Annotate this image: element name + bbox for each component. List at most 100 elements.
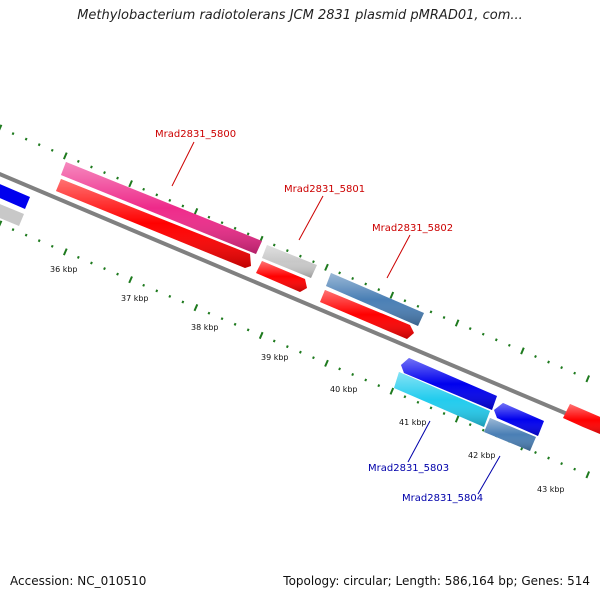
minor-tick <box>573 371 577 375</box>
minor-tick <box>24 137 28 141</box>
gene-blue-left[interactable] <box>0 182 30 209</box>
minor-tick <box>351 277 355 280</box>
minor-tick <box>142 283 146 287</box>
leader-5803 <box>407 420 431 463</box>
major-tick <box>193 303 199 312</box>
major-tick <box>0 124 3 131</box>
leader-5804 <box>477 455 501 495</box>
minor-tick <box>181 300 185 304</box>
minor-tick <box>507 343 511 347</box>
minor-tick <box>377 384 381 388</box>
gene-label-5800[interactable]: Mrad2831_5800 <box>155 129 236 140</box>
minor-tick <box>403 395 407 399</box>
major-tick <box>324 359 329 367</box>
minor-tick <box>298 254 302 258</box>
gene-mrad2831-5804[interactable] <box>484 418 536 451</box>
minor-tick <box>494 338 498 342</box>
minor-tick <box>168 198 172 202</box>
major-tick <box>324 263 329 271</box>
minor-tick <box>11 228 15 232</box>
major-tick <box>389 291 395 299</box>
leader-5801 <box>298 195 324 241</box>
minor-tick <box>429 310 433 314</box>
leader-5802 <box>386 234 411 279</box>
minor-tick <box>233 226 237 230</box>
minor-tick <box>220 221 224 225</box>
minor-tick <box>37 239 41 243</box>
minor-tick <box>338 367 342 371</box>
minor-tick <box>534 354 537 359</box>
minor-tick <box>547 360 550 364</box>
minor-tick <box>272 243 276 247</box>
minor-tick <box>207 215 211 219</box>
minor-tick <box>312 356 315 360</box>
minor-tick <box>442 412 446 415</box>
major-tick <box>585 375 591 383</box>
gene-label-5803[interactable]: Mrad2831_5803 <box>368 463 449 474</box>
minor-tick <box>429 406 433 410</box>
gene-red-mid[interactable] <box>320 290 414 339</box>
inner-tick-track <box>0 220 591 479</box>
gene-mrad2831-5801[interactable] <box>262 245 317 278</box>
minor-tick <box>103 171 106 175</box>
major-tick <box>128 276 133 284</box>
minor-tick <box>312 260 315 264</box>
major-tick <box>0 220 3 227</box>
scale-label-36: 36 kbp <box>50 265 78 274</box>
scale-label-39: 39 kbp <box>261 353 289 362</box>
gene-blue-rev-2[interactable] <box>494 403 544 436</box>
gene-label-5802[interactable]: Mrad2831_5802 <box>372 223 453 234</box>
minor-tick <box>468 327 472 331</box>
gene-mrad2831-5800[interactable] <box>61 162 262 254</box>
minor-tick <box>338 271 342 275</box>
minor-tick <box>560 366 564 370</box>
scale-label-37: 37 kbp <box>121 294 149 303</box>
minor-tick <box>50 244 54 248</box>
major-tick <box>62 152 68 160</box>
minor-tick <box>364 282 368 286</box>
minor-tick <box>298 350 302 354</box>
gene-gray-left[interactable] <box>0 202 24 226</box>
minor-tick <box>220 317 224 321</box>
minor-tick <box>207 311 211 315</box>
sequence-backbone <box>0 172 600 430</box>
minor-tick <box>76 255 80 259</box>
scale-label-41: 41 kbp <box>399 418 427 427</box>
minor-tick <box>181 204 185 208</box>
gene-red-short[interactable] <box>256 261 307 292</box>
leader-5800 <box>171 141 195 187</box>
minor-tick <box>442 316 446 319</box>
gene-mrad2831-5802[interactable] <box>326 273 424 326</box>
minor-tick <box>285 249 289 253</box>
gene-label-5804[interactable]: Mrad2831_5804 <box>402 493 483 504</box>
gene-red-long[interactable] <box>56 179 251 268</box>
minor-tick <box>155 193 159 197</box>
accession-text: Accession: NC_010510 <box>10 574 147 588</box>
minor-tick <box>416 400 420 404</box>
major-tick <box>454 415 460 423</box>
minor-tick <box>468 423 472 427</box>
gene-blue-rev-1[interactable] <box>401 358 497 410</box>
gene-mrad2831-5803[interactable] <box>394 372 490 427</box>
minor-tick <box>377 288 381 292</box>
minor-tick <box>534 450 537 455</box>
major-tick <box>62 248 68 256</box>
major-tick <box>128 180 133 188</box>
minor-tick <box>272 339 276 343</box>
gene-label-5801[interactable]: Mrad2831_5801 <box>284 184 365 195</box>
minor-tick <box>246 232 250 236</box>
minor-tick <box>560 462 564 466</box>
scale-label-38: 38 kbp <box>191 323 219 332</box>
minor-tick <box>351 373 355 376</box>
minor-tick <box>50 148 54 152</box>
minor-tick <box>37 143 41 147</box>
minor-tick <box>246 328 250 332</box>
scale-label-43: 43 kbp <box>537 485 565 494</box>
minor-tick <box>103 267 106 271</box>
minor-tick <box>142 187 146 191</box>
gene-red-right[interactable] <box>563 404 600 436</box>
major-tick <box>585 471 591 479</box>
major-tick <box>193 207 199 216</box>
minor-tick <box>155 289 159 293</box>
